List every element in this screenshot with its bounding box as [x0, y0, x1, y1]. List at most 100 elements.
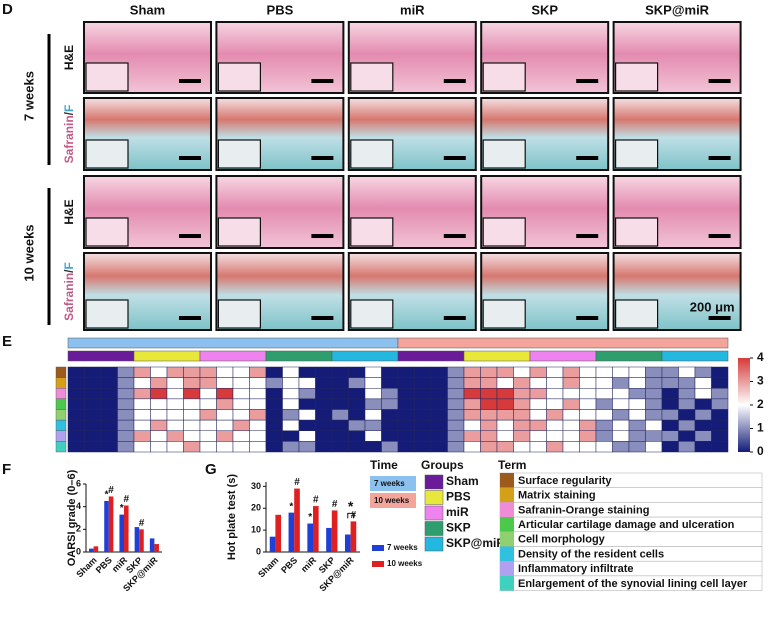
- heatmap-cell: [711, 398, 729, 410]
- heatmap-cell: [447, 430, 465, 442]
- heatmap-cell: [199, 366, 217, 378]
- heatmap-cell: [282, 409, 300, 421]
- heatmap-cell: [480, 441, 498, 453]
- heatmap-cell: [315, 430, 333, 442]
- heatmap-cell: [133, 430, 151, 442]
- heatmap-cell: [67, 441, 85, 453]
- term-annotation: [55, 409, 67, 421]
- heatmap-cell: [562, 388, 580, 400]
- heatmap-cell: [249, 409, 267, 421]
- heatmap-cell: [480, 419, 498, 431]
- term-annotation: [55, 398, 67, 410]
- heatmap-cell: [282, 430, 300, 442]
- image-inset: [482, 139, 526, 169]
- stain-label: Safranin/F: [62, 262, 76, 321]
- column-title: SKP: [531, 2, 558, 17]
- heatmap-cell: [430, 430, 448, 442]
- heatmap-cell: [282, 441, 300, 453]
- y-tick-label: 6: [76, 478, 81, 488]
- heatmap-cell: [496, 398, 514, 410]
- heatmap-cell: [84, 441, 102, 453]
- heatmap-cell: [100, 398, 118, 410]
- group-annotation: [133, 350, 201, 362]
- image-inset: [350, 217, 394, 247]
- heatmap-cell: [348, 419, 366, 431]
- panel-label: G: [205, 461, 217, 478]
- bar: [313, 506, 319, 552]
- y-tick-label: 20: [251, 503, 261, 513]
- heatmap-cell: [348, 409, 366, 421]
- heatmap-cell: [331, 388, 349, 400]
- heatmap-cell: [595, 388, 613, 400]
- column-title: PBS: [267, 2, 294, 17]
- term-annotation: [55, 430, 67, 442]
- heatmap-cell: [414, 409, 432, 421]
- heatmap-cell: [315, 377, 333, 389]
- heatmap-cell: [298, 419, 316, 431]
- y-tick-label: 0: [76, 546, 81, 556]
- heatmap-cell: [133, 441, 151, 453]
- significance-mark: #: [139, 518, 145, 529]
- image-inset: [85, 139, 129, 169]
- bar: [326, 527, 332, 552]
- heatmap-cell: [216, 419, 234, 431]
- colorbar-tick-label: 4: [757, 350, 764, 364]
- heatmap-cell: [513, 409, 531, 421]
- stain-label: Safranin/F: [62, 105, 76, 164]
- bar: [134, 527, 140, 552]
- heatmap-cell: [480, 366, 498, 378]
- heatmap-cell: [166, 398, 184, 410]
- heatmap-cell: [678, 366, 696, 378]
- heatmap-cell: [100, 419, 118, 431]
- heatmap-cell: [199, 377, 217, 389]
- legend-title: Groups: [421, 458, 464, 472]
- stain-label-part: F: [62, 262, 76, 269]
- heatmap-cell: [579, 409, 597, 421]
- heatmap-cell: [529, 430, 547, 442]
- heatmap-cell: [529, 419, 547, 431]
- stain-label-part: H&E: [62, 45, 76, 70]
- heatmap-cell: [150, 419, 168, 431]
- heatmap-cell: [645, 398, 663, 410]
- heatmap-cell: [216, 366, 234, 378]
- y-tick-label: 30: [251, 481, 261, 491]
- legend-label: Surface regularity: [518, 475, 612, 487]
- y-axis-label: OARSI grade (0–6): [66, 469, 78, 566]
- time-label: 7 weeks: [21, 71, 36, 121]
- heatmap-cell: [67, 377, 85, 389]
- heatmap-cell: [331, 377, 349, 389]
- heatmap-cell: [529, 409, 547, 421]
- heatmap-cell: [595, 398, 613, 410]
- image-inset: [217, 217, 261, 247]
- heatmap-cell: [216, 377, 234, 389]
- legend-label: Cell morphology: [518, 534, 606, 546]
- heatmap-cell: [117, 419, 135, 431]
- heatmap-cell: [84, 430, 102, 442]
- heatmap-cell: [711, 366, 729, 378]
- term-annotation: [55, 366, 67, 378]
- heatmap-cell: [447, 441, 465, 453]
- heatmap-cell: [381, 419, 399, 431]
- heatmap-cell: [166, 377, 184, 389]
- heatmap-cell: [414, 388, 432, 400]
- time-label: 10 weeks: [21, 224, 36, 281]
- legend-label: 7 weeks: [387, 543, 418, 552]
- heatmap-cell: [661, 419, 679, 431]
- colorbar-tick-label: 3: [757, 374, 764, 388]
- heatmap-cell: [546, 398, 564, 410]
- heatmap-cell: [199, 441, 217, 453]
- significance-mark: *: [308, 512, 312, 523]
- heatmap-cell: [645, 441, 663, 453]
- heatmap-cell: [315, 441, 333, 453]
- heatmap-cell: [661, 366, 679, 378]
- heatmap-cell: [381, 441, 399, 453]
- legend-swatch: [500, 531, 514, 547]
- legend-label: Density of the resident cells: [518, 548, 664, 560]
- heatmap-cell: [711, 441, 729, 453]
- heatmap-cell: [397, 377, 415, 389]
- heatmap-cell: [612, 398, 630, 410]
- heatmap-cell: [84, 419, 102, 431]
- heatmap-cell: [298, 388, 316, 400]
- bracket: [347, 512, 354, 519]
- heatmap-cell: [67, 398, 85, 410]
